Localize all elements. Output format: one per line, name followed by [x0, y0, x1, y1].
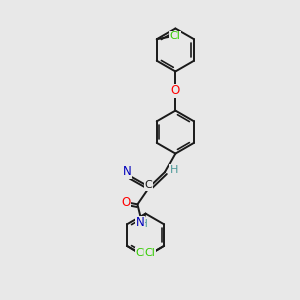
- Text: N: N: [123, 165, 132, 178]
- Text: O: O: [121, 196, 130, 209]
- Text: Cl: Cl: [169, 31, 180, 41]
- Text: C: C: [144, 180, 152, 190]
- Text: Cl: Cl: [136, 248, 147, 258]
- Text: H: H: [140, 219, 148, 229]
- Text: O: O: [171, 84, 180, 98]
- Text: Cl: Cl: [144, 248, 155, 258]
- Text: N: N: [136, 216, 145, 230]
- Text: H: H: [170, 165, 178, 175]
